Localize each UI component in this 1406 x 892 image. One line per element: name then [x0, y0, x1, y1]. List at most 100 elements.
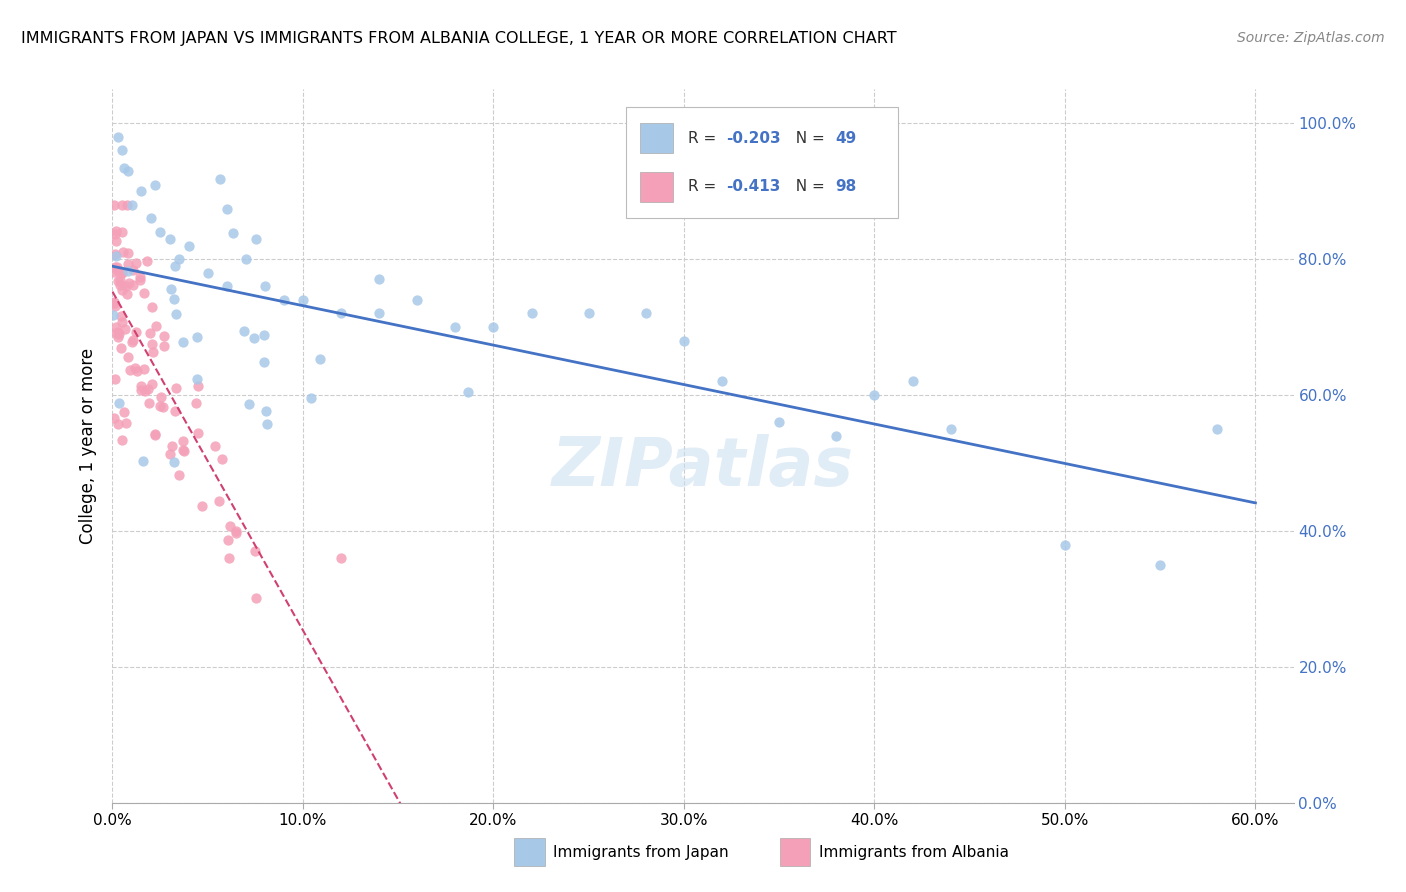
Point — [215, 279, 238, 293]
Point — [825, 429, 848, 443]
Point — [148, 399, 170, 413]
Point — [105, 249, 128, 263]
Point — [112, 161, 135, 175]
Point — [672, 334, 695, 348]
Point — [117, 350, 139, 364]
Point — [104, 260, 127, 274]
Point — [132, 286, 155, 301]
Point — [197, 266, 219, 280]
Point — [165, 404, 187, 418]
Point — [136, 382, 159, 396]
Point — [1053, 537, 1076, 551]
Point — [104, 372, 127, 386]
Point — [211, 452, 233, 467]
Point — [107, 325, 129, 339]
Y-axis label: College, 1 year or more: College, 1 year or more — [79, 348, 97, 544]
Point — [107, 264, 129, 278]
Point — [218, 519, 240, 533]
Point — [117, 163, 139, 178]
Point — [129, 184, 152, 198]
Point — [118, 276, 141, 290]
Point — [139, 211, 162, 226]
Point — [111, 245, 134, 260]
Point — [253, 328, 276, 343]
Point — [163, 455, 186, 469]
Point — [138, 396, 160, 410]
Point — [114, 417, 136, 431]
Text: N =: N = — [786, 179, 830, 194]
Point — [232, 324, 254, 338]
Point — [104, 300, 127, 314]
Point — [111, 283, 134, 297]
Text: R =: R = — [688, 179, 721, 194]
Point — [101, 308, 124, 322]
Point — [208, 494, 231, 508]
Point — [103, 410, 125, 425]
Text: Immigrants from Albania: Immigrants from Albania — [818, 845, 1008, 860]
Point — [634, 306, 657, 320]
Point — [103, 265, 125, 279]
Point — [122, 333, 145, 347]
Point — [159, 232, 181, 246]
Point — [165, 381, 187, 395]
Point — [107, 274, 129, 288]
Point — [273, 293, 295, 307]
Point — [108, 326, 131, 341]
Point — [105, 260, 128, 274]
Point — [217, 533, 239, 547]
Point — [225, 524, 247, 538]
Point — [245, 591, 267, 605]
Point — [165, 307, 187, 321]
Point — [901, 375, 924, 389]
Point — [134, 384, 156, 399]
Point — [143, 427, 166, 442]
Point — [254, 403, 277, 417]
Point — [111, 144, 134, 158]
Point — [173, 444, 195, 458]
Point — [124, 325, 146, 339]
Point — [111, 225, 134, 239]
Point — [299, 391, 322, 405]
Point — [160, 439, 183, 453]
Point — [186, 396, 208, 410]
Point — [242, 331, 264, 345]
Point — [150, 390, 173, 404]
Point — [103, 227, 125, 242]
Point — [245, 232, 267, 246]
Point — [143, 178, 166, 192]
Point — [238, 397, 260, 411]
Text: -0.203: -0.203 — [727, 131, 782, 146]
Point — [132, 454, 155, 468]
Point — [186, 372, 208, 386]
Point — [225, 525, 247, 540]
Text: Immigrants from Japan: Immigrants from Japan — [553, 845, 728, 860]
Point — [149, 225, 172, 239]
Point — [107, 330, 129, 344]
Point — [153, 328, 176, 343]
Point — [177, 238, 200, 252]
FancyBboxPatch shape — [626, 107, 898, 218]
Point — [167, 252, 190, 266]
Point — [107, 396, 129, 410]
Point — [368, 271, 391, 285]
Point — [111, 265, 134, 279]
Point — [105, 235, 128, 249]
Point — [711, 375, 734, 389]
Point — [159, 447, 181, 461]
Text: 98: 98 — [835, 179, 856, 194]
Point — [165, 259, 187, 273]
Point — [235, 252, 257, 266]
Point — [1149, 558, 1171, 572]
Point — [187, 379, 209, 393]
Point — [135, 254, 157, 268]
Point — [208, 172, 231, 186]
Point — [115, 198, 138, 212]
Point — [121, 198, 143, 212]
Point — [245, 544, 267, 558]
Point — [406, 293, 429, 307]
FancyBboxPatch shape — [640, 172, 673, 202]
Point — [108, 278, 131, 293]
Point — [112, 405, 135, 419]
Text: -0.413: -0.413 — [727, 179, 780, 194]
Point — [172, 334, 194, 349]
